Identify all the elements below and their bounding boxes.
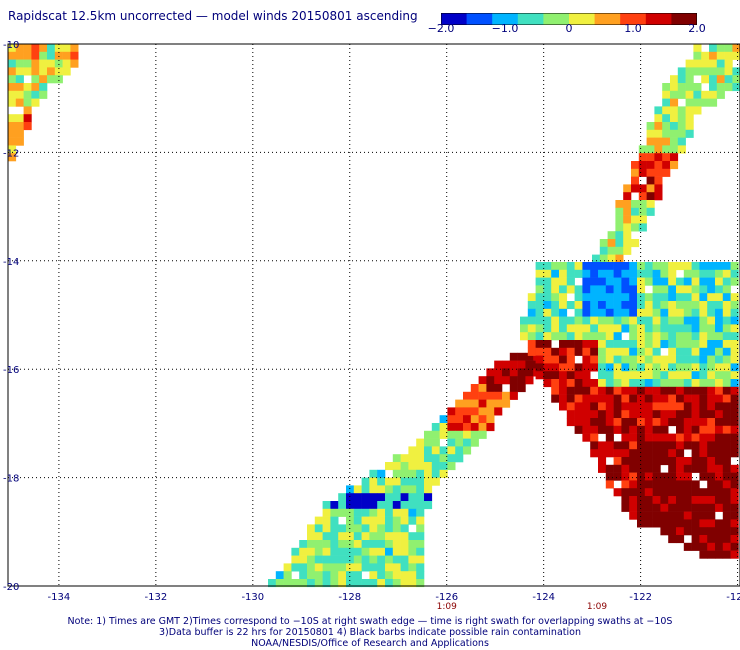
swath-data (8, 44, 740, 588)
longitude-label: -126 (435, 592, 458, 603)
swath-time-label: 1:09 (437, 602, 457, 612)
latitude-label: -12 (3, 148, 19, 159)
colorbar-tick-label: 1.0 (624, 22, 642, 35)
longitude-label: -132 (145, 592, 168, 603)
latitude-label: -18 (3, 474, 19, 485)
note-line-3: NOAA/NESDIS/Office of Research and Appli… (251, 638, 489, 649)
longitude-label: -134 (48, 592, 71, 603)
map-title: Rapidscat 12.5km uncorrected — model win… (8, 9, 418, 23)
latitude-labels: -10 -12 -14 -16 -18 -20 (3, 40, 19, 593)
colorbar-segment (645, 13, 672, 25)
longitude-label: -128 (338, 592, 361, 603)
colorbar (440, 10, 698, 29)
longitude-labels: -134 -132 -130 -128 -126 -124 -122 -120 (48, 592, 740, 603)
colorbar-segment (620, 13, 647, 25)
colorbar-tick-label: −2.0 (427, 22, 455, 35)
colorbar-segment (543, 13, 570, 25)
longitude-label: -130 (241, 592, 264, 603)
colorbar-segment (594, 13, 621, 25)
colorbar-segment (492, 13, 519, 25)
colorbar-tick-label: −1.0 (491, 22, 519, 35)
longitude-label: -122 (629, 592, 652, 603)
colorbar-tick-label: 0 (565, 22, 573, 35)
latitude-label: -20 (3, 582, 19, 593)
latitude-label: -10 (3, 40, 19, 51)
note-line-1: Note: 1) Times are GMT 2)Times correspon… (67, 616, 673, 627)
swath-time-label: 1:09 (587, 602, 607, 612)
colorbar-segment (517, 13, 544, 25)
latitude-label: -14 (3, 257, 19, 268)
map-frame (7, 43, 740, 587)
colorbar-gradient (440, 12, 698, 26)
longitude-label: -124 (532, 592, 555, 603)
colorbar-segment (441, 13, 468, 25)
colorbar-segment (569, 13, 596, 25)
colorbar-tick-label: 2.0 (688, 22, 706, 35)
note-line-2: 3)Data buffer is 22 hrs for 20150801 4) … (159, 627, 581, 638)
latitude-label: -16 (3, 365, 19, 376)
longitude-label: -120 (726, 592, 740, 603)
time-labels: 1:09 1:09 (437, 602, 608, 612)
colorbar-segment (466, 13, 493, 25)
colorbar-segment (671, 13, 698, 25)
